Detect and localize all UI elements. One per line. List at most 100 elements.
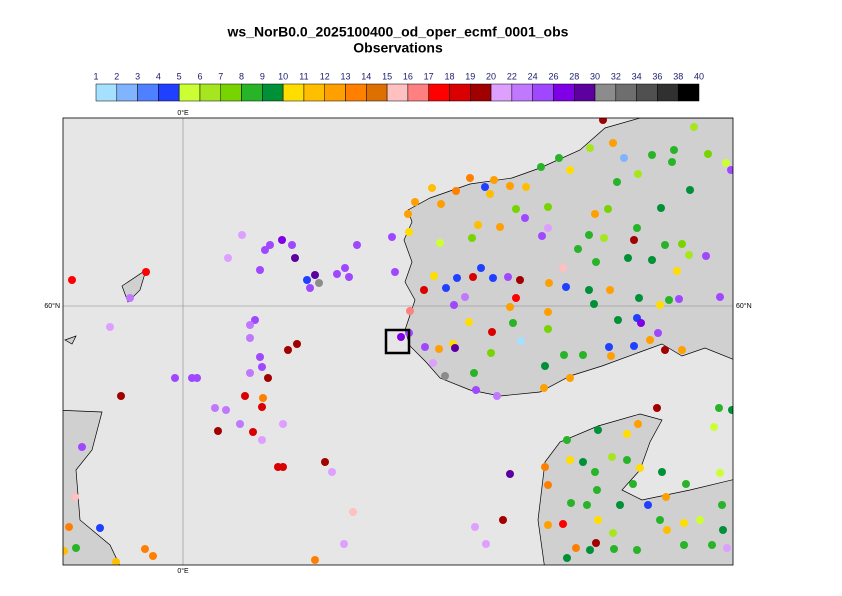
observation — [214, 427, 222, 435]
observation — [333, 270, 341, 278]
colorbar-label: 36 — [652, 71, 662, 81]
observation — [321, 458, 329, 466]
observation — [590, 300, 598, 308]
colorbar-box — [594, 83, 617, 102]
observation — [291, 254, 299, 262]
observation — [315, 279, 323, 287]
observation — [450, 301, 458, 309]
colorbar-label: 26 — [548, 71, 558, 81]
colorbar-box — [116, 83, 138, 102]
observation — [293, 340, 301, 348]
observation — [341, 264, 349, 272]
observation — [572, 544, 580, 552]
colorbar-label: 1 — [93, 71, 98, 81]
observation — [489, 274, 497, 282]
observation — [708, 541, 716, 549]
observation — [236, 420, 244, 428]
observation — [256, 266, 264, 274]
orkney — [64, 335, 77, 345]
observation — [340, 540, 348, 548]
observation — [678, 346, 686, 354]
observation — [633, 224, 641, 232]
observation — [583, 501, 591, 509]
observation — [685, 251, 693, 259]
observation — [397, 333, 405, 341]
colorbar-box — [199, 83, 222, 102]
observation — [629, 480, 637, 488]
observation — [663, 526, 671, 534]
observation — [474, 221, 482, 229]
observation — [493, 392, 501, 400]
observation — [599, 118, 607, 124]
colorbar-label: 40 — [694, 71, 704, 81]
observation — [563, 436, 571, 444]
observation — [353, 241, 361, 249]
observation — [574, 245, 582, 253]
observation — [716, 469, 724, 477]
colorbar-label: 6 — [197, 71, 202, 81]
observation — [606, 286, 614, 294]
colorbar-label: 15 — [382, 71, 392, 81]
observation — [630, 342, 638, 350]
observation — [453, 274, 461, 282]
observation — [661, 346, 669, 354]
observation — [591, 468, 599, 476]
observation — [635, 294, 643, 302]
observation — [349, 508, 357, 516]
parallel-label: 60°N — [736, 302, 752, 310]
observation — [288, 241, 296, 249]
observation — [637, 319, 645, 327]
observation — [404, 210, 412, 218]
observation — [258, 403, 266, 411]
shetland — [121, 269, 147, 303]
observation — [522, 183, 530, 191]
observation — [704, 150, 712, 158]
observation — [469, 273, 477, 281]
colorbar-label: 24 — [528, 71, 538, 81]
observation — [222, 406, 230, 414]
colorbar-box — [282, 83, 305, 102]
colorbar-box — [220, 83, 242, 102]
colorbar-label: 34 — [632, 71, 642, 81]
observation — [506, 470, 514, 478]
observation — [648, 151, 656, 159]
observation — [465, 318, 473, 326]
subtitle: Observations — [353, 40, 443, 56]
colorbar-box — [490, 83, 513, 102]
observation — [284, 346, 292, 354]
observation — [560, 351, 568, 359]
observation — [279, 420, 287, 428]
observation — [579, 458, 587, 466]
highlight-box — [384, 328, 411, 355]
observation — [506, 182, 514, 190]
observation — [68, 276, 76, 284]
observation — [428, 184, 436, 192]
observation — [537, 163, 545, 171]
observation — [718, 501, 726, 509]
observation — [266, 241, 274, 249]
denmark — [537, 413, 733, 565]
observation — [653, 404, 661, 412]
colorbar-label: 11 — [299, 71, 308, 81]
observation — [411, 198, 419, 206]
observation — [306, 284, 314, 292]
observation — [420, 286, 428, 294]
colorbar-label: 22 — [507, 71, 517, 81]
observation — [594, 426, 602, 434]
colorbar-label: 12 — [320, 71, 330, 81]
observation — [63, 547, 68, 555]
observation — [656, 516, 664, 524]
observation — [636, 464, 644, 472]
observation — [545, 279, 553, 287]
observation — [559, 520, 567, 528]
observation — [716, 293, 724, 301]
observation — [722, 159, 730, 167]
observation — [488, 328, 496, 336]
observation — [690, 123, 698, 131]
colorbar-box — [449, 83, 471, 102]
colorbar-box — [262, 83, 284, 102]
observation — [246, 334, 254, 342]
observation — [311, 271, 319, 279]
observation — [435, 345, 443, 353]
